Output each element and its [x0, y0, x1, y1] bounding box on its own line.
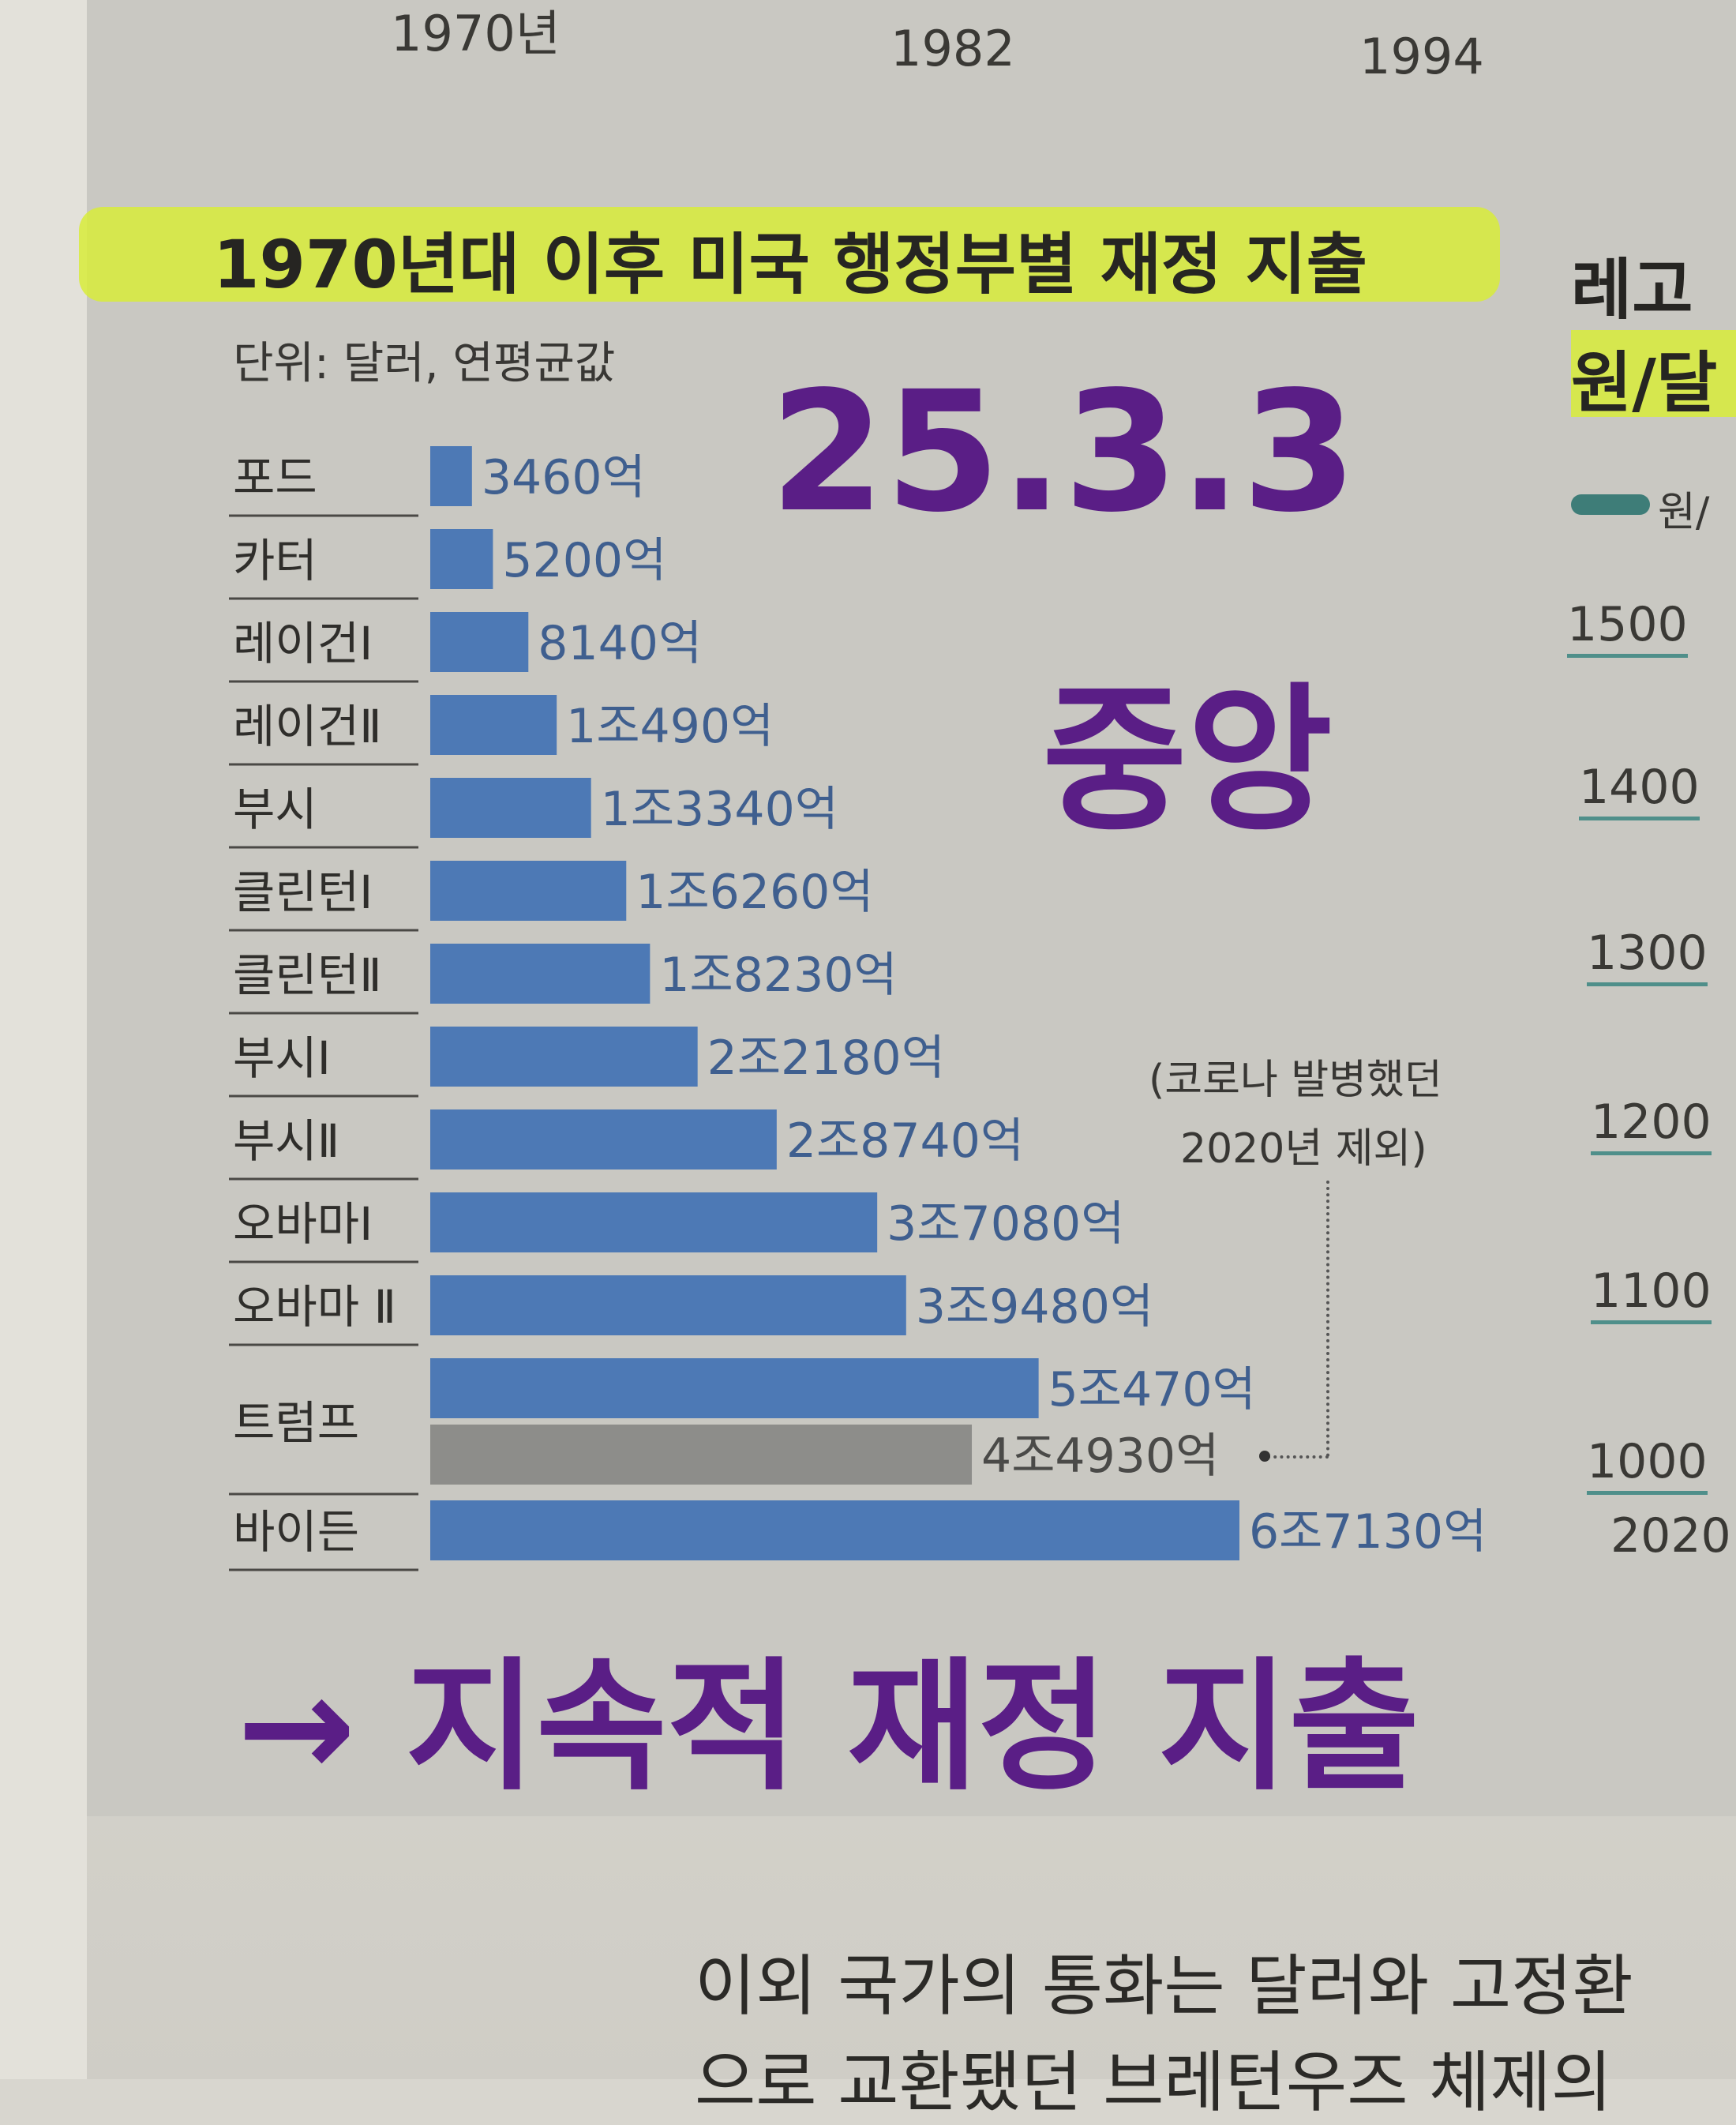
right-ytick-1400: 1400 — [1579, 760, 1700, 820]
right-ytick-1000: 1000 — [1587, 1434, 1708, 1495]
left-column-strip — [0, 0, 87, 2079]
right-ytick-1500: 1500 — [1567, 597, 1688, 658]
bar — [430, 1358, 1039, 1418]
top-year-1982: 1982 — [890, 20, 1015, 77]
category-label: 카터 — [233, 534, 317, 588]
annotation-line1: (코로나 발병했던 — [1149, 1057, 1442, 1104]
right-chart-title-line1: 레고 — [1571, 251, 1693, 329]
category-label: 부시Ⅱ — [233, 1114, 339, 1168]
category-label: 부시 — [233, 783, 317, 836]
bar-value-label: 1조8230억 — [659, 948, 897, 1003]
bar — [430, 1275, 906, 1335]
top-year-1994: 1994 — [1359, 28, 1484, 85]
category-label: 오바마 Ⅱ — [233, 1280, 396, 1334]
bar-value-label: 3조7080억 — [887, 1196, 1124, 1252]
bar-value-label: 2조8740억 — [786, 1113, 1024, 1169]
handwritten-date: 25.3.3 — [770, 355, 1358, 549]
bar-value-label: 2조2180억 — [707, 1031, 945, 1086]
bar — [430, 695, 557, 755]
bar — [430, 944, 651, 1004]
annotation-leader-dot — [1259, 1451, 1270, 1462]
right-ytick-1100: 1100 — [1591, 1263, 1712, 1324]
bar — [430, 1109, 777, 1170]
bar-value-label: 6조7130억 — [1249, 1504, 1487, 1560]
category-label: 클린턴Ⅰ — [233, 865, 373, 919]
annotation-leader-horizontal — [1267, 1455, 1329, 1459]
category-label: 레이건Ⅱ — [233, 700, 382, 753]
right-ytick-1300: 1300 — [1587, 925, 1708, 986]
handwritten-footer: → 지속적 재정 지출 — [237, 1645, 1420, 1810]
bar-value-label: 5200억 — [502, 533, 666, 588]
right-x-label: 2020 — [1610, 1508, 1731, 1564]
bar — [430, 1027, 698, 1087]
bar-value-label: 1조3340억 — [601, 782, 838, 837]
category-label: 레이건Ⅰ — [233, 617, 373, 670]
annotation-leader-vertical — [1326, 1181, 1329, 1457]
bar — [430, 861, 627, 921]
article-text-line2: 으로 교환됐던 브레턴우즈 체제의 — [695, 2044, 1613, 2121]
bar — [430, 778, 591, 838]
bar — [430, 612, 529, 672]
category-label: 바이든 — [233, 1505, 359, 1559]
right-legend-swatch — [1571, 494, 1650, 515]
category-label: 포드 — [233, 451, 317, 505]
top-year-1970: 1970년 — [391, 5, 561, 62]
category-label: 부시Ⅰ — [233, 1031, 331, 1085]
bar — [430, 1192, 878, 1252]
bar — [430, 1425, 973, 1485]
right-legend-label: 원/ — [1658, 489, 1710, 536]
handwritten-source: 중앙 — [1042, 669, 1333, 853]
category-label: 클린턴Ⅱ — [233, 948, 382, 1002]
bar — [430, 446, 472, 506]
bar-value-label: 5조470억 — [1048, 1362, 1256, 1417]
chart-title: 1970년대 이후 미국 행정부별 재정 지출 — [213, 226, 1367, 303]
bar-value-label: 4조4930억 — [981, 1429, 1219, 1484]
right-chart-title-line2: 원/달 — [1571, 344, 1718, 422]
bar-value-label: 3조9480억 — [916, 1279, 1153, 1335]
article-text-line1: 이외 국가의 통화는 달러와 고정환 — [695, 1947, 1633, 2025]
bar-value-label: 1조490억 — [566, 699, 774, 754]
right-title-highlight — [1571, 330, 1736, 417]
bar — [430, 1500, 1239, 1560]
title-highlight — [79, 207, 1500, 302]
category-label: 트럼프 — [233, 1396, 359, 1450]
unit-label: 단위: 달러, 연평균값 — [233, 338, 616, 389]
bar-value-label: 8140억 — [538, 616, 702, 671]
right-ytick-1200: 1200 — [1591, 1094, 1712, 1155]
annotation-line2: 2020년 제외) — [1180, 1125, 1427, 1173]
bar-value-label: 3460억 — [482, 450, 646, 505]
bar — [430, 529, 493, 589]
category-label: 오바마Ⅰ — [233, 1197, 373, 1251]
bar-value-label: 1조6260억 — [636, 865, 873, 920]
